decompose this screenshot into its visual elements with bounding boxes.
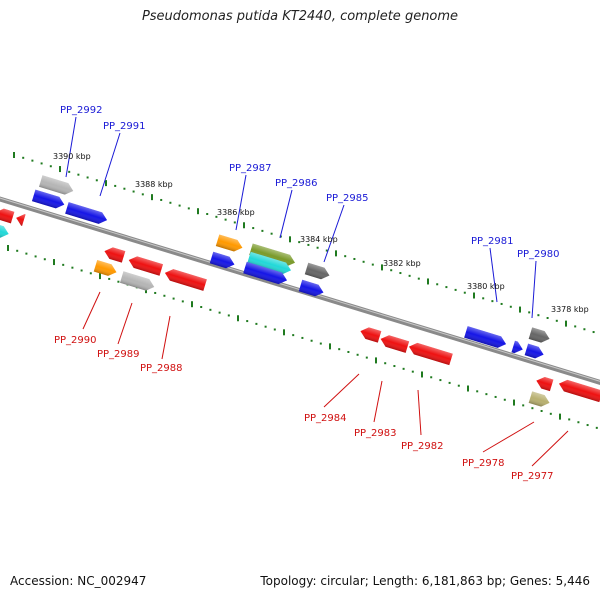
gene-label-reverse: PP_2982 [401,441,444,452]
leader-line-forward [279,189,293,239]
position-label: 3378 kbp [551,305,589,314]
position-label: 3388 kbp [135,180,173,189]
gene-red-edge [0,208,15,224]
gene-pp2984 [360,327,382,343]
gene-orange-a [215,234,243,252]
map-title: Pseudomonas putida KT2440, complete geno… [141,9,459,24]
gene-blue-d [511,340,523,354]
gene-gray-d [528,327,550,343]
gene-cyan-b [247,251,292,275]
gene-pp2982 [408,342,453,366]
inner-tick-ring [7,245,598,429]
gene-features [0,175,600,407]
gene-label-forward: PP_2986 [275,178,318,189]
accession-text: Accession: NC_002947 [10,574,147,588]
genome-summary-text: Topology: circular; Length: 6,181,863 bp… [260,574,590,588]
gene-pp2990-red [128,256,164,276]
gene-label-forward: PP_2992 [60,105,103,116]
gene-pp2985 [304,262,330,280]
gene-label-reverse: PP_2977 [511,471,554,482]
gene-pp2981 [464,326,507,348]
gene-cyan-edge [0,224,9,238]
gene-red-small [16,214,26,226]
position-label: 3382 kbp [383,259,421,268]
leader-line-reverse [117,302,133,345]
gene-pp2978-red [536,376,554,392]
gene-pp2989 [119,271,155,291]
leader-line-reverse [82,291,101,330]
leader-line-reverse [531,430,569,467]
gene-label-forward: PP_2987 [229,163,272,174]
gene-label-forward: PP_2980 [517,249,560,260]
gene-pp2987 [249,243,295,267]
gene-label-forward: PP_2981 [471,236,514,247]
gene-label-reverse: PP_2978 [462,458,505,469]
gene-label-forward: PP_2985 [326,193,369,204]
leader-line-reverse [161,315,171,360]
position-label: 3384 kbp [300,235,338,244]
leader-line-reverse [323,373,360,408]
position-label: 3390 kbp [53,152,91,161]
gene-label-reverse: PP_2990 [54,335,97,346]
gene-pp2988 [164,269,207,291]
leader-line-reverse [417,389,422,436]
gene-pp2980 [524,343,544,359]
outer-tick-ring [13,152,595,334]
gene-pp2990 [93,260,117,276]
gene-pp2978 [528,391,550,407]
leader-line-reverse [373,380,383,423]
leader-line-forward [323,204,345,263]
position-label: 3386 kbp [217,208,255,217]
gene-red-b [104,247,126,263]
leader-line-forward [99,132,121,197]
gene-label-reverse: PP_2989 [97,349,140,360]
position-labels: 3390 kbp 3388 kbp 3386 kbp 3384 kbp 3382 kbp… [53,152,589,314]
position-label: 3380 kbp [467,282,505,291]
leader-line-forward [489,247,498,303]
gene-label-forward: PP_2991 [103,121,146,132]
leader-line-forward [65,116,77,178]
leader-line-forward [531,260,537,319]
gene-pp2977 [558,379,600,403]
leader-line-forward [235,174,247,231]
gene-blue-b [209,251,235,269]
gene-label-reverse: PP_2988 [140,363,183,374]
gene-pp2986 [243,261,288,285]
gene-label-reverse: PP_2983 [354,428,397,439]
gene-pp2983 [380,335,410,353]
gene-blue-c [298,279,324,297]
label-leader-lines [65,116,569,467]
gene-label-reverse: PP_2984 [304,413,347,424]
gene-blue-a [31,189,65,209]
leader-line-reverse [482,421,535,453]
gene-pp2992 [38,175,74,195]
gene-pp2991 [65,202,108,224]
